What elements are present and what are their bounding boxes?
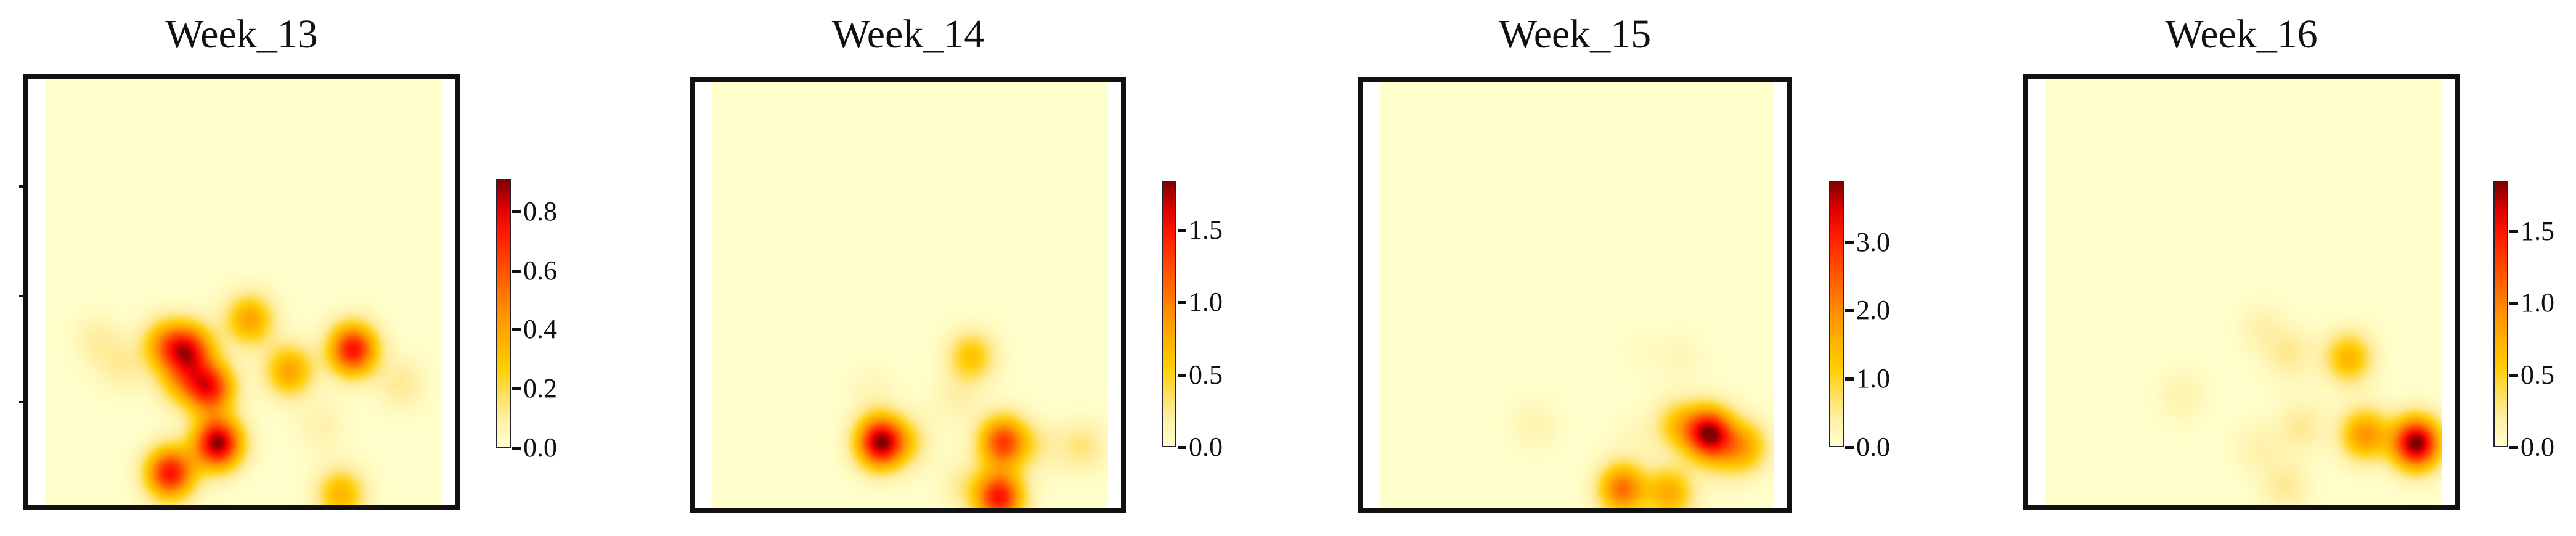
colorbar-tick [1178,228,1186,232]
chart-title-week-16: Week_16 [2165,12,2318,57]
colorbar-week-15 [1829,181,1844,447]
colorbar-week-16 [2493,181,2508,447]
colorbar-tick-label: 0.0 [1856,432,1890,462]
heatmap-panel-week-13 [23,74,460,510]
heatmap-week-16 [2044,79,2443,505]
colorbar-tick [1845,309,1854,313]
colorbar-tick-label: 0.6 [523,255,557,286]
colorbar-week-14 [1162,181,1176,447]
y-axis-tick [19,295,23,297]
heatmap-panel-week-14 [690,77,1126,513]
y-axis-tick [19,401,23,403]
colorbar-tick [512,328,521,332]
colorbar-tick [1845,241,1854,244]
y-axis-tick [19,185,23,188]
colorbar-tick-label: 0.0 [2521,432,2554,462]
heatmap-week-15 [1379,82,1775,508]
colorbar-tick [2509,446,2518,449]
colorbar-tick [512,269,521,273]
heatmap-week-14 [712,82,1109,508]
colorbar-week-13 [496,179,511,448]
heatmap-week-13 [44,79,443,505]
chart-title-week-14: Week_14 [831,12,985,57]
colorbar-tick [2509,374,2518,377]
colorbar-tick [1845,377,1854,381]
colorbar-tick [512,447,521,450]
colorbar-tick-label: 0.8 [523,196,557,226]
colorbar-tick-label: 0.2 [523,373,557,404]
colorbar-tick-label: 0.5 [1189,359,1223,390]
colorbar-tick [1178,446,1186,449]
chart-title-week-15: Week_15 [1498,12,1652,57]
colorbar-tick-label: 0.4 [523,314,557,345]
colorbar-tick-label: 2.0 [1856,295,1890,326]
colorbar-tick-label: 1.0 [2521,287,2554,318]
colorbar-tick-label: 3.0 [1856,226,1890,257]
colorbar-tick [2509,229,2518,233]
colorbar-tick-label: 1.0 [1189,287,1223,318]
colorbar-tick-label: 1.0 [1856,363,1890,394]
colorbar-tick [1845,446,1854,449]
colorbar-tick [512,387,521,391]
colorbar-tick [2509,302,2518,305]
colorbar-tick [512,210,521,213]
colorbar-tick [1178,301,1186,305]
colorbar-tick-label: 1.5 [2521,215,2554,246]
colorbar-tick-label: 0.5 [2521,360,2554,390]
chart-title-week-13: Week_13 [165,12,318,57]
heatmap-panel-week-15 [1358,77,1792,513]
colorbar-tick-label: 0.0 [523,432,557,463]
colorbar-tick [1178,373,1186,377]
heatmap-panel-week-16 [2023,74,2460,510]
colorbar-tick-label: 0.0 [1189,432,1223,462]
colorbar-tick-label: 1.5 [1189,214,1223,245]
